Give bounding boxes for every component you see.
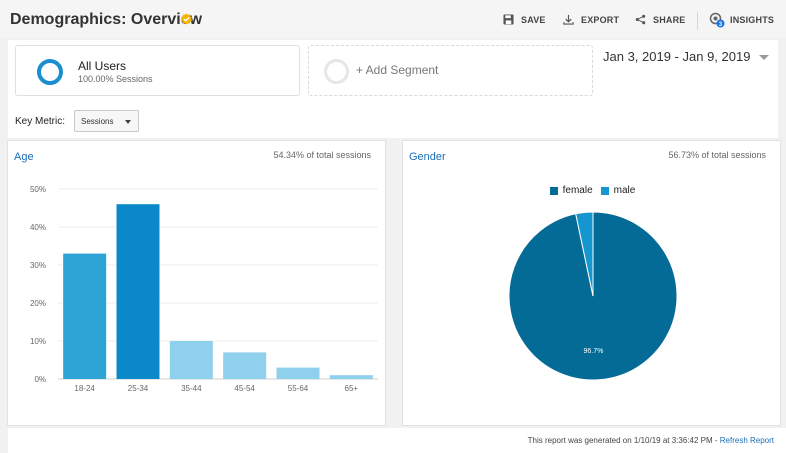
y-tick-label: 10% <box>30 337 46 346</box>
bar <box>169 341 213 379</box>
key-metric-bar: Key Metric: Sessions <box>8 100 778 138</box>
footer-text: This report was generated on 1/10/19 at … <box>528 436 774 445</box>
x-tick-label: 25-34 <box>128 384 149 393</box>
key-metric-select[interactable]: Sessions <box>74 110 139 132</box>
segment-sessions-share: 100.00% Sessions <box>78 74 153 84</box>
add-segment-button[interactable]: + Add Segment <box>308 45 593 96</box>
verified-badge-icon <box>181 13 192 25</box>
x-tick-label: 18-24 <box>74 384 95 393</box>
legend-item-male: male <box>600 185 636 196</box>
x-tick-label: 35-44 <box>181 384 202 393</box>
export-button[interactable]: EXPORT <box>563 14 619 25</box>
save-button[interactable]: SAVE <box>503 14 546 25</box>
insights-label: INSIGHTS <box>730 15 775 25</box>
insights-badge: 3 <box>719 22 723 28</box>
age-sessions-share: 54.34% of total sessions <box>273 150 371 160</box>
page-header: Demographics: Overview SAVE EXPORT SHARE… <box>0 0 786 38</box>
insights-icon: 3 <box>709 12 725 28</box>
segment-all-users[interactable]: All Users 100.00% Sessions <box>15 45 300 96</box>
pie-slice-label: 96.7% <box>584 348 604 355</box>
y-tick-label: 0% <box>34 375 46 384</box>
export-label: EXPORT <box>581 14 620 25</box>
segment-name: All Users <box>78 59 127 73</box>
gender-sessions-share: 56.73% of total sessions <box>668 150 766 160</box>
x-tick-label: 65+ <box>345 384 359 393</box>
header-divider <box>697 12 698 30</box>
legend-swatch-female <box>549 186 558 195</box>
key-metric-label: Key Metric: <box>15 116 66 127</box>
bar <box>63 253 107 379</box>
share-button[interactable]: SHARE <box>635 14 686 25</box>
segment-bar: All Users 100.00% Sessions + Add Segment… <box>8 40 778 100</box>
bar <box>223 352 267 379</box>
report-footer: This report was generated on 1/10/19 at … <box>8 428 786 453</box>
report-generated-text: This report was generated on 1/10/19 at … <box>527 436 720 445</box>
y-tick-label: 40% <box>30 223 46 232</box>
legend-label-female: female <box>562 185 593 196</box>
empty-segment-ring-icon <box>324 59 349 84</box>
age-panel: Age 54.34% of total sessions 0% 10% 20% 30%… <box>7 140 386 426</box>
key-metric-value: Sessions <box>81 117 114 126</box>
date-range-caret-icon[interactable] <box>759 55 769 60</box>
x-tick-label: 45-54 <box>234 384 255 393</box>
age-title[interactable]: Age <box>14 151 34 163</box>
chevron-down-icon <box>125 120 131 124</box>
y-tick-label: 50% <box>30 185 46 194</box>
page-title: Demographics: Overview <box>10 11 203 28</box>
y-tick-label: 30% <box>30 261 46 270</box>
age-bar-chart: 0% 10% 20% 30% 40% 50% 18-24 25-34 35-44 45-54 55-… <box>30 185 378 393</box>
insights-button[interactable]: 3 INSIGHTS <box>709 12 774 28</box>
save-label: SAVE <box>521 14 546 25</box>
gender-legend: female male <box>403 185 782 196</box>
share-icon <box>635 14 646 25</box>
segment-ring-icon <box>37 59 63 85</box>
bar <box>276 367 320 379</box>
add-segment-label: + Add Segment <box>356 63 439 77</box>
legend-swatch-male <box>600 186 609 195</box>
gender-title[interactable]: Gender <box>409 151 446 163</box>
legend-item-female: female <box>549 185 593 196</box>
gender-pie-chart: 96.7% <box>508 211 678 381</box>
save-icon <box>503 14 514 25</box>
bar <box>116 204 160 379</box>
download-icon <box>563 14 574 25</box>
gender-panel: Gender 56.73% of total sessions female m… <box>402 140 781 426</box>
pie-slice-male <box>575 211 594 297</box>
x-tick-label: 55-64 <box>288 384 309 393</box>
date-range-picker[interactable]: Jan 3, 2019 - Jan 9, 2019 <box>603 49 751 64</box>
refresh-report-link[interactable]: Refresh Report <box>719 436 774 445</box>
share-label: SHARE <box>653 14 686 25</box>
y-tick-label: 20% <box>30 299 46 308</box>
legend-label-male: male <box>613 185 636 196</box>
bar <box>329 375 373 379</box>
